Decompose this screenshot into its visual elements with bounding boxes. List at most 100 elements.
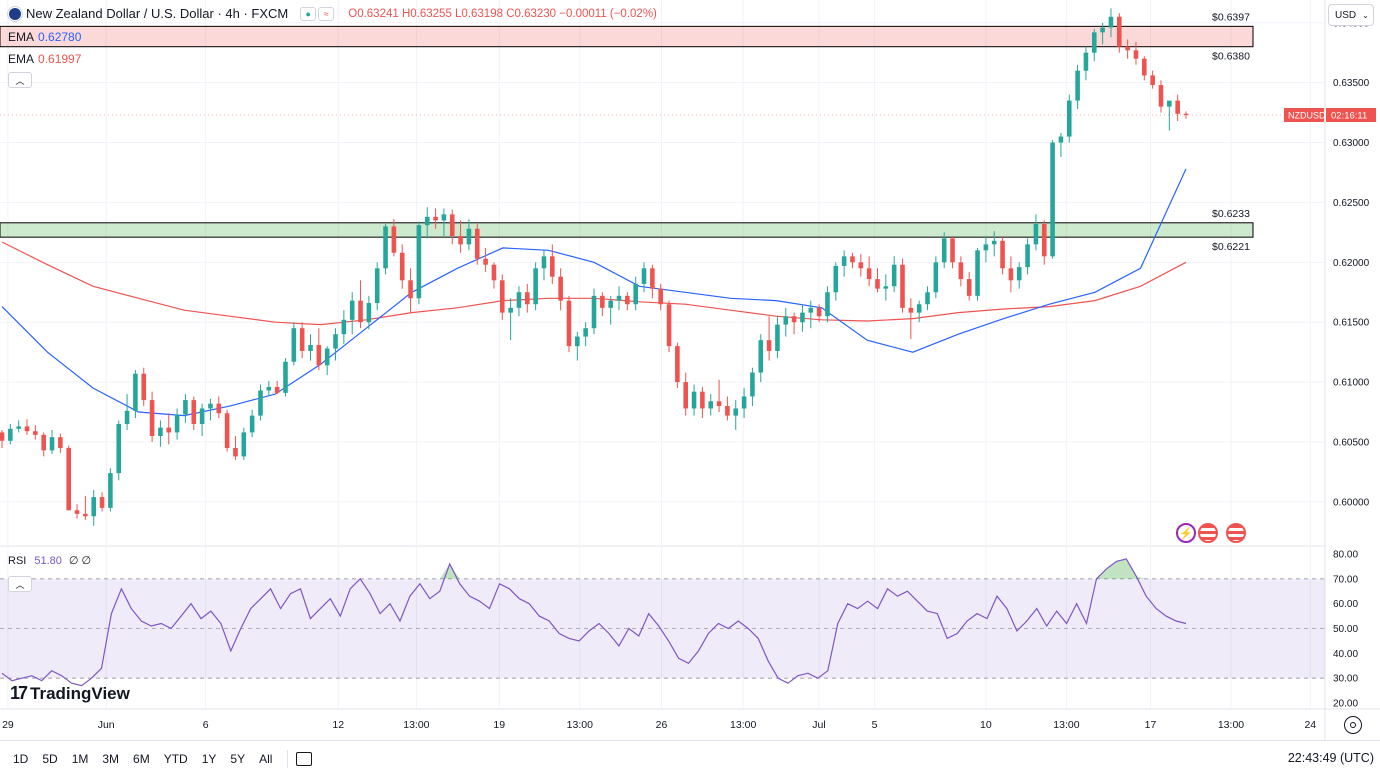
candle-body[interactable]	[1108, 16, 1114, 28]
us-flag-event-icon[interactable]	[1198, 523, 1218, 543]
rsi-legend[interactable]: RSI 51.80 ∅ ∅	[8, 554, 91, 568]
range-button-5y[interactable]: 5Y	[230, 751, 246, 766]
candle-body[interactable]	[349, 300, 355, 320]
candle-body[interactable]	[224, 413, 230, 448]
candle-body[interactable]	[650, 268, 655, 289]
candle-body[interactable]	[299, 328, 305, 351]
candle-body[interactable]	[324, 348, 330, 366]
candle-body[interactable]	[783, 316, 789, 325]
candle-body[interactable]	[516, 292, 522, 308]
candle-body[interactable]	[91, 497, 97, 517]
candle-body[interactable]	[916, 304, 922, 313]
utc-clock[interactable]: 22:43:49 (UTC)	[1287, 751, 1374, 765]
candle-body[interactable]	[316, 344, 322, 366]
candle-body[interactable]	[33, 431, 38, 435]
candle-body[interactable]	[1016, 267, 1022, 281]
candle-body[interactable]	[775, 324, 780, 351]
ema-fast-legend[interactable]: EMA 0.62780	[8, 30, 81, 44]
candle-body[interactable]	[16, 426, 21, 429]
candle-body[interactable]	[533, 268, 538, 305]
candle-body[interactable]	[408, 280, 413, 299]
candle-body[interactable]	[283, 361, 288, 393]
candle-body[interactable]	[991, 240, 997, 245]
candle-body[interactable]	[249, 415, 255, 433]
candle-body[interactable]	[891, 264, 897, 287]
candle-body[interactable]	[625, 295, 630, 305]
compare-icon[interactable]: ≈	[318, 6, 335, 21]
candle-body[interactable]	[458, 235, 463, 245]
candle-body[interactable]	[391, 226, 397, 253]
candle-body[interactable]	[174, 414, 180, 433]
candle-body[interactable]	[1167, 100, 1172, 107]
candle-body[interactable]	[908, 307, 914, 313]
range-button-1d[interactable]: 1D	[13, 751, 29, 766]
candle-body[interactable]	[1183, 113, 1189, 115]
candle-body[interactable]	[83, 513, 88, 517]
range-button-6m[interactable]: 6M	[133, 751, 150, 766]
candle-body[interactable]	[358, 300, 363, 323]
range-button-1y[interactable]: 1Y	[201, 751, 217, 766]
candle-body[interactable]	[708, 401, 714, 409]
candle-body[interactable]	[525, 292, 530, 305]
candle-body[interactable]	[266, 386, 272, 391]
calendar-icon[interactable]	[296, 751, 313, 766]
candle-body[interactable]	[550, 256, 555, 277]
candle-body[interactable]	[499, 280, 505, 313]
candle-body[interactable]	[883, 286, 889, 289]
candle-body[interactable]	[1100, 27, 1105, 33]
candle-body[interactable]	[583, 328, 588, 337]
candle-body[interactable]	[233, 447, 238, 457]
candle-body[interactable]	[208, 403, 213, 409]
candle-body[interactable]	[683, 382, 689, 409]
collapse-legend-button[interactable]: ︿	[8, 72, 32, 88]
candle-body[interactable]	[800, 312, 805, 323]
currency-selector[interactable]: USD ⌄	[1328, 4, 1374, 26]
candle-body[interactable]	[116, 424, 122, 474]
candle-body[interactable]	[925, 292, 930, 305]
candle-body[interactable]	[875, 279, 880, 289]
candle-body[interactable]	[383, 226, 388, 269]
candle-body[interactable]	[600, 295, 605, 308]
candle-body[interactable]	[133, 373, 138, 411]
candle-body[interactable]	[433, 216, 438, 221]
candle-body[interactable]	[700, 391, 705, 409]
chart-canvas[interactable]: 0.640000.635000.630000.625000.620000.615…	[0, 0, 1380, 740]
candle-body[interactable]	[216, 403, 222, 414]
candle-body[interactable]	[1117, 16, 1122, 47]
candle-body[interactable]	[958, 262, 964, 280]
candle-body[interactable]	[816, 307, 822, 317]
candle-body[interactable]	[858, 262, 864, 269]
candle-body[interactable]	[941, 238, 947, 263]
candle-body[interactable]	[491, 264, 497, 281]
candle-body[interactable]	[424, 216, 430, 226]
candle-body[interactable]	[741, 396, 747, 409]
candle-body[interactable]	[1150, 75, 1155, 86]
candle-body[interactable]	[199, 408, 205, 425]
candle-body[interactable]	[441, 214, 447, 221]
candle-body[interactable]	[341, 319, 347, 335]
collapse-rsi-button[interactable]: ︿	[8, 576, 32, 592]
range-button-3m[interactable]: 3M	[102, 751, 120, 766]
candle-body[interactable]	[1041, 223, 1047, 257]
candle-body[interactable]	[1033, 223, 1039, 245]
candle-body[interactable]	[641, 268, 647, 284]
candle-body[interactable]	[24, 426, 30, 432]
candle-body[interactable]	[900, 264, 905, 308]
range-button-ytd[interactable]: YTD	[163, 751, 188, 766]
candle-body[interactable]	[591, 295, 597, 329]
candle-body[interactable]	[58, 437, 63, 448]
candle-body[interactable]	[333, 334, 338, 349]
candle-body[interactable]	[41, 434, 46, 451]
candle-body[interactable]	[633, 283, 638, 305]
candle-body[interactable]	[950, 238, 955, 263]
settings-button[interactable]	[1344, 716, 1362, 734]
candle-body[interactable]	[841, 256, 847, 266]
lightning-event-icon[interactable]: ⚡	[1176, 523, 1196, 543]
candle-body[interactable]	[566, 300, 572, 347]
candle-body[interactable]	[1091, 32, 1097, 53]
candle-body[interactable]	[474, 228, 480, 259]
candle-body[interactable]	[675, 346, 680, 383]
candle-body[interactable]	[825, 292, 830, 317]
market-status-icon[interactable]: ●	[300, 6, 317, 21]
symbol-title[interactable]: New Zealand Dollar / U.S. Dollar · 4h · …	[26, 6, 289, 21]
